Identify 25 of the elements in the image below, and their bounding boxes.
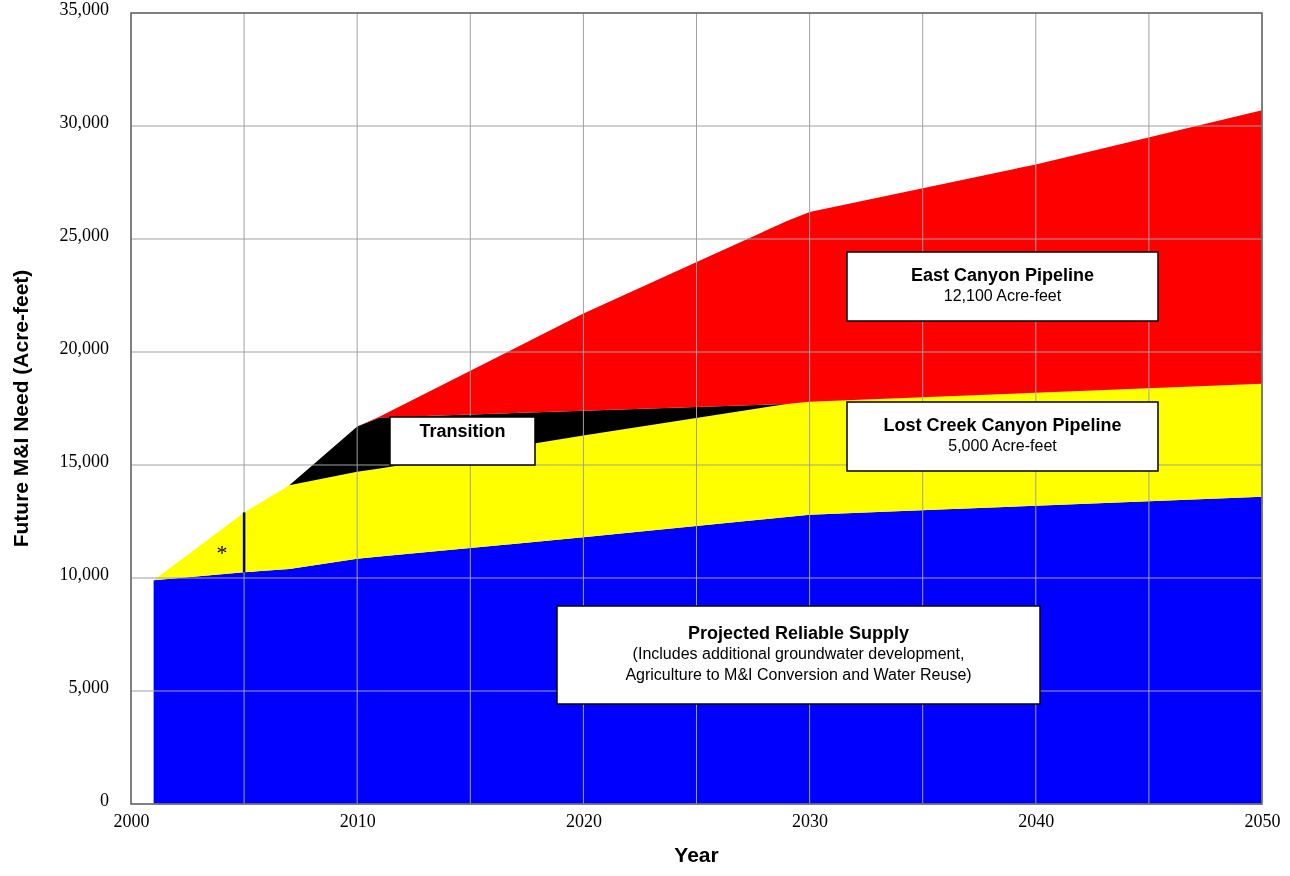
y-tick-label: 15,000 — [59, 451, 109, 472]
x-tick-label: 2020 — [565, 810, 602, 831]
y-tick-label: 10,000 — [59, 564, 109, 585]
x-tick-label: 2030 — [792, 810, 829, 831]
x-tick-label: 2000 — [113, 810, 150, 831]
y-tick-label: 5,000 — [68, 677, 109, 698]
y-tick-label: 20,000 — [59, 338, 109, 359]
x-axis-title: Year — [674, 843, 719, 866]
annotation: * — [216, 540, 228, 566]
y-tick-label: 30,000 — [59, 112, 109, 133]
text-box: Transition — [389, 416, 536, 466]
x-tick-label: 2050 — [1244, 810, 1281, 831]
x-tick-label: 2010 — [339, 810, 376, 831]
y-tick-label: 35,000 — [59, 0, 109, 20]
text-box: Projected Reliable Supply (Includes additional groundwater development, Agriculture to M&I Conversion and Water Reuse) — [556, 605, 1041, 705]
y-axis-title: Future M&I Need (Acre-feet) — [9, 269, 32, 548]
annotation: Lost Creek Canyon Pipeline 5,000 Acre-feet — [883, 414, 1122, 455]
x-tick-label: 2040 — [1018, 810, 1055, 831]
annotation: East Canyon Pipeline 12,100 Acre-feet — [910, 264, 1095, 305]
y-tick-label: 25,000 — [59, 225, 109, 246]
y-tick-label: 0 — [100, 790, 109, 811]
text-box: Lost Creek Canyon Pipeline 5,000 Acre-feet — [846, 401, 1159, 472]
annotation: Projected Reliable Supply (Includes additional groundwater development, Agriculture to M&I Conversion and Water Reuse) — [625, 622, 972, 684]
annotation: Transition — [419, 420, 506, 441]
text-box: East Canyon Pipeline 12,100 Acre-feet — [846, 251, 1159, 322]
